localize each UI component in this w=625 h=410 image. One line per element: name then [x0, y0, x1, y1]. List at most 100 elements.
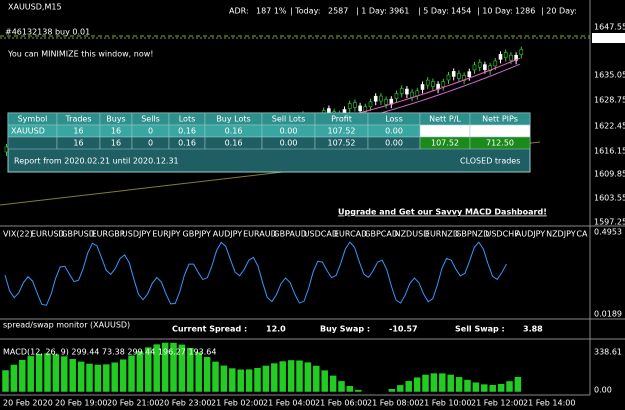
pair-label: GBPUSD	[61, 230, 95, 239]
macd-bar	[455, 376, 463, 393]
table-text: 107.52	[431, 127, 459, 136]
pair-label: GBPJPY	[183, 230, 212, 239]
macd-bar	[211, 361, 220, 393]
macd-bar	[278, 360, 287, 393]
macd-bar	[26, 355, 35, 393]
macd-bar	[68, 358, 77, 393]
price-label: 1616.15	[594, 147, 625, 156]
time-label: 21 Feb 14:00	[523, 399, 575, 408]
time-label: 21 Feb 04:00	[263, 399, 315, 408]
macd-bar	[119, 358, 127, 393]
macd-bar	[178, 344, 186, 393]
pair-label: GBPNZD	[455, 230, 489, 239]
macd-bar	[505, 380, 514, 393]
candle-body	[379, 95, 383, 102]
macd-bar	[438, 372, 447, 393]
header-text: Symbol	[18, 115, 48, 124]
pair-label: EURAUD	[243, 230, 277, 239]
macd-bar	[10, 364, 18, 393]
header-text: Sell Lots	[272, 115, 306, 124]
macd-bar	[253, 367, 262, 393]
adr-text: 3961	[389, 7, 409, 16]
table-text: 0.00	[280, 139, 298, 148]
macd-bar	[488, 384, 497, 393]
label: 0.4953	[594, 228, 622, 237]
label: VIX(22)	[3, 230, 33, 239]
label: MACD(12, 26, 9) 299.44 73.38 299.44 196.…	[3, 348, 216, 357]
labels: XAUUSD,M15 #46132138 buy 0.01 You can MINI…	[3, 3, 625, 408]
candle-body	[410, 91, 414, 98]
macd-bar	[304, 361, 312, 393]
pair-label: AUDJPY	[516, 230, 545, 239]
time-label: 20 Feb 2020	[3, 399, 53, 408]
label: 338.61	[594, 348, 622, 357]
header-text: Nett PIPs	[482, 115, 518, 124]
report-text: Report from 2020.02.21 until 2020.12.31	[14, 157, 179, 166]
macd-bar	[329, 375, 337, 393]
spread-text: 12.0	[266, 325, 286, 334]
macd-bar	[43, 352, 52, 393]
macd-bar	[77, 361, 85, 393]
price-label: 1622.45	[594, 122, 625, 131]
candle-body	[368, 101, 373, 108]
macd-bar	[463, 379, 472, 393]
table-text: 0.00	[385, 139, 403, 148]
candle-body	[431, 81, 435, 87]
price-label: 1597.25	[594, 218, 625, 227]
pair-label: GBPAUD	[273, 230, 307, 239]
candle-body	[493, 60, 498, 67]
macd-bar	[220, 365, 228, 393]
macd-bar	[161, 342, 169, 393]
macd-bar	[404, 380, 413, 393]
macd-bar	[18, 359, 27, 393]
pair-label: USDCHF	[486, 230, 520, 239]
pair-label: EURGBP	[92, 230, 125, 239]
macd-bar	[236, 369, 245, 393]
candle-body	[384, 99, 388, 105]
spread-text: Buy Swap :	[320, 325, 370, 334]
adr-text: | Today:	[290, 7, 321, 16]
label: 0.00	[594, 386, 612, 395]
label: You can MINIMIZE this window, now!	[7, 50, 153, 59]
macd-bar	[186, 347, 195, 393]
header-text: Sells	[141, 115, 160, 124]
time-label: 20 Feb 19:00	[55, 399, 107, 408]
macd-bar	[337, 380, 346, 393]
candle-body	[441, 81, 446, 87]
macd-bar	[514, 376, 522, 393]
candle-body	[498, 54, 503, 60]
header-text: Trades	[64, 115, 91, 124]
price-label: 1603.55	[594, 194, 625, 203]
candle-body	[451, 71, 456, 77]
header-text: Nett P/L	[429, 115, 461, 124]
table-text: 16	[73, 127, 83, 136]
time-label: 21 Feb 10:00	[419, 399, 471, 408]
time-label: 21 Feb 08:00	[367, 399, 419, 408]
pair-label: EURUSD	[31, 230, 65, 239]
macd-bar	[421, 374, 430, 393]
adr-text: 1454	[451, 7, 471, 16]
upgrade-link[interactable]: Upgrade and Get our Savvy MACD Dashboard…	[338, 208, 547, 217]
macd-bar	[430, 372, 438, 393]
macd-bar	[497, 383, 505, 393]
macd-bar	[35, 353, 43, 393]
macd-bar	[245, 368, 253, 393]
candle-body	[425, 79, 430, 86]
candle-body	[472, 64, 477, 71]
time-label: 21 Feb 02:00	[211, 399, 263, 408]
pair-label: GBPCAD	[364, 230, 398, 239]
candle-body	[415, 90, 420, 97]
price-label: 1635.05	[594, 71, 625, 80]
macd-bar	[312, 365, 321, 393]
price-highlight	[592, 33, 625, 43]
candle-body	[503, 52, 508, 58]
macd-bar	[102, 363, 111, 393]
adr-text: ADR:	[229, 7, 249, 16]
macd-bar	[52, 353, 60, 393]
macd-bar	[60, 355, 69, 393]
candle-body	[519, 49, 524, 55]
time-label: 21 Feb 06:00	[315, 399, 367, 408]
macd-bar	[354, 389, 363, 393]
